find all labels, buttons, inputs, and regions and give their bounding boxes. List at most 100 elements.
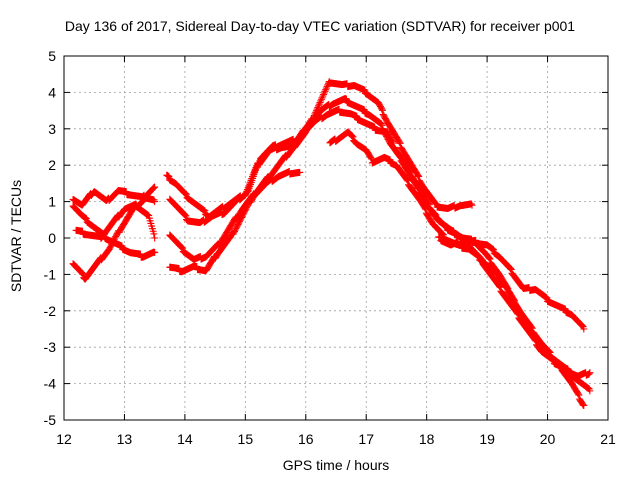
data-point: [564, 365, 572, 373]
data-point: [407, 169, 415, 177]
x-tick-label: 19: [479, 431, 495, 447]
data-point: [323, 82, 331, 90]
data-point: [367, 154, 375, 162]
data-point: [528, 324, 536, 332]
data-point: [78, 269, 86, 277]
data-point: [151, 183, 159, 191]
data-point: [243, 188, 251, 196]
series-track-d: [72, 200, 159, 243]
data-point: [580, 401, 588, 409]
data-point: [491, 268, 499, 276]
data-point: [82, 215, 90, 223]
data-point: [496, 282, 504, 290]
data-point: [360, 106, 368, 114]
data-point: [320, 89, 328, 97]
x-tick-label: 14: [177, 431, 193, 447]
data-point: [389, 138, 397, 146]
data-point: [496, 283, 504, 291]
data-point: [368, 155, 376, 163]
data-point: [414, 171, 422, 179]
y-tick-label: 5: [48, 48, 56, 64]
data-point: [317, 95, 325, 103]
data-point: [467, 200, 475, 208]
data-point: [585, 370, 593, 378]
data-point: [378, 121, 386, 129]
data-point: [404, 177, 412, 185]
data-point: [510, 297, 518, 305]
data-point: [78, 269, 86, 277]
data-point: [353, 112, 361, 120]
data-point: [528, 323, 536, 331]
data-point: [395, 138, 403, 146]
data-point: [151, 234, 159, 242]
series-track-f: [166, 95, 588, 409]
series-track-h: [166, 105, 594, 395]
data-point: [506, 264, 514, 272]
x-tick-label: 18: [419, 431, 435, 447]
data-point: [422, 205, 430, 213]
data-point: [507, 265, 515, 273]
data-point: [315, 100, 323, 108]
data-point: [407, 167, 415, 175]
data-point: [403, 176, 411, 184]
y-tick-label: -3: [44, 339, 57, 355]
data-point: [179, 244, 187, 252]
data-point: [468, 201, 476, 209]
y-tick-label: 1: [48, 194, 56, 210]
data-point: [485, 254, 493, 262]
data-point: [320, 91, 328, 99]
data-point: [578, 321, 586, 329]
x-tick-label: 17: [358, 431, 374, 447]
data-point: [182, 212, 190, 220]
data-point: [296, 168, 304, 176]
data-point: [315, 102, 323, 110]
data-point: [182, 190, 190, 198]
y-tick-label: 4: [48, 84, 56, 100]
data-point: [348, 132, 356, 140]
chart-title: Day 136 of 2017, Sidereal Day-to-day VTE…: [64, 18, 576, 34]
y-tick-label: -1: [44, 266, 57, 282]
data-point: [151, 249, 159, 257]
data-point: [348, 132, 356, 140]
y-tick-label: 0: [48, 230, 56, 246]
data-point: [546, 348, 554, 356]
y-axis-label: SDTVAR / TECUs: [8, 179, 24, 293]
data-point: [578, 400, 586, 408]
data-point: [396, 139, 404, 147]
data-point: [389, 139, 397, 147]
data-point: [586, 387, 594, 395]
data-point: [492, 269, 500, 277]
x-tick-label: 13: [117, 431, 133, 447]
series-track-i: [326, 128, 594, 380]
data-point: [575, 391, 583, 399]
data-point: [165, 172, 173, 180]
data-point: [378, 106, 386, 114]
data-point: [421, 204, 429, 212]
data-point: [578, 322, 586, 330]
data-point: [431, 199, 439, 207]
data-point: [493, 270, 501, 278]
plot-frame: [63, 55, 609, 421]
data-point: [507, 265, 515, 273]
x-tick-label: 21: [600, 431, 616, 447]
data-point: [317, 97, 325, 105]
data-point: [443, 223, 451, 231]
data-point: [438, 229, 446, 237]
x-axis-label: GPS time / hours: [282, 457, 390, 473]
data-point: [322, 84, 330, 92]
x-tick-label: 15: [238, 431, 254, 447]
data-point: [377, 120, 385, 128]
data-point: [316, 99, 324, 107]
data-point: [342, 95, 350, 103]
series-track-j: [435, 233, 588, 333]
data-point: [321, 87, 329, 95]
data-point: [180, 210, 188, 218]
data-point: [574, 390, 582, 398]
y-tick-label: -5: [44, 412, 57, 428]
data-point: [545, 348, 553, 356]
data-point: [361, 86, 369, 94]
data-point: [150, 196, 158, 204]
data-point: [580, 325, 588, 333]
